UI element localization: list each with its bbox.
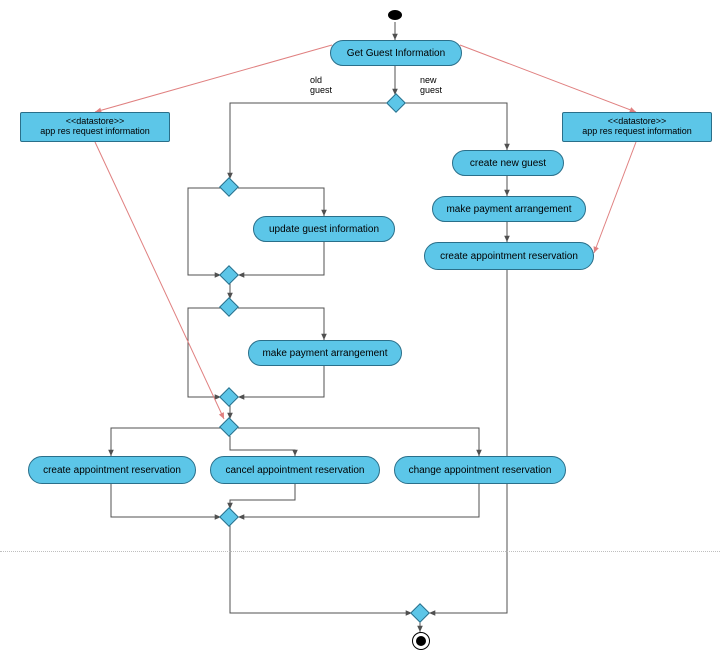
final-node-inner [416, 636, 426, 646]
merge-8 [410, 603, 430, 623]
label: create appointment reservation [43, 465, 181, 476]
activity-diagram: Get Guest Information <<datastore>> app … [0, 0, 720, 666]
datastore-right: <<datastore>> app res request informatio… [562, 112, 712, 142]
activity-create-appt-left: create appointment reservation [28, 456, 196, 484]
separator-line [0, 551, 720, 552]
label: make payment arrangement [262, 348, 387, 359]
label: make payment arrangement [446, 204, 571, 215]
merge-7 [219, 507, 239, 527]
label: update guest information [269, 224, 379, 235]
activity-update-guest-info: update guest information [253, 216, 395, 242]
edge-layer [0, 0, 720, 666]
label: create new guest [470, 158, 546, 169]
label: change appointment reservation [409, 465, 552, 476]
label: app res request information [582, 127, 692, 137]
decision-2 [219, 177, 239, 197]
merge-3 [219, 265, 239, 285]
activity-get-guest-info: Get Guest Information [330, 40, 462, 66]
initial-node [388, 10, 402, 20]
label: cancel appointment reservation [226, 465, 365, 476]
activity-create-new-guest: create new guest [452, 150, 564, 176]
activity-change-appt: change appointment reservation [394, 456, 566, 484]
activity-cancel-appt: cancel appointment reservation [210, 456, 380, 484]
activity-create-appt-right: create appointment reservation [424, 242, 594, 270]
decision-6 [219, 417, 239, 437]
decision-guest-type [386, 93, 406, 113]
label: app res request information [40, 127, 150, 137]
activity-make-payment-right: make payment arrangement [432, 196, 586, 222]
edge-label-old-guest: old guest [310, 76, 332, 96]
merge-5 [219, 387, 239, 407]
decision-4 [219, 297, 239, 317]
label: Get Guest Information [347, 48, 445, 59]
edge-label-new-guest: new guest [420, 76, 442, 96]
label: create appointment reservation [440, 251, 578, 262]
datastore-left: <<datastore>> app res request informatio… [20, 112, 170, 142]
activity-make-payment-left: make payment arrangement [248, 340, 402, 366]
